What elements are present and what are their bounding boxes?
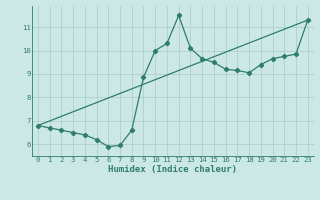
X-axis label: Humidex (Indice chaleur): Humidex (Indice chaleur): [108, 165, 237, 174]
